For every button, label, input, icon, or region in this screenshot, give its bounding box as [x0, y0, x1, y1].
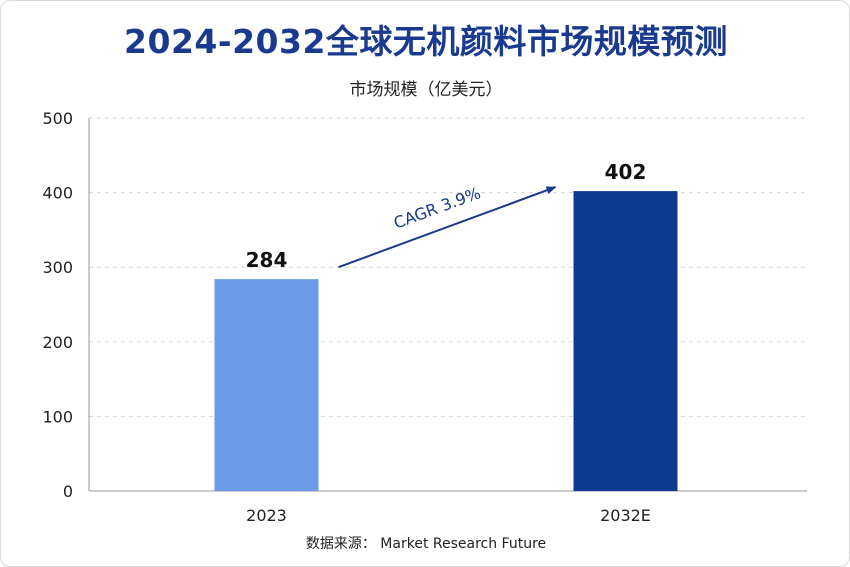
cagr-arrow — [338, 186, 557, 269]
data-label: 284 — [246, 248, 288, 272]
x-tick-label: 2023 — [246, 506, 287, 525]
cagr-annotation: CAGR 3.9% — [338, 183, 557, 269]
y-tick-label: 300 — [42, 258, 73, 277]
bars — [214, 191, 678, 491]
y-tick-label: 500 — [42, 109, 73, 128]
axes — [88, 118, 807, 492]
data-label: 402 — [605, 160, 647, 184]
bar-2032E — [573, 191, 678, 491]
x-tick-label: 2032E — [600, 506, 651, 525]
y-tick-label: 200 — [42, 333, 73, 352]
y-axis-title: 市场规模（亿美元） — [349, 80, 503, 100]
y-tick-label: 0 — [63, 482, 73, 501]
source-note: 数据来源： Market Research Future — [305, 536, 547, 552]
chart-title: 2024-2032全球无机颜料市场规模预测 — [124, 22, 728, 61]
cagr-label: CAGR 3.9% — [391, 183, 483, 232]
labels: 0 100 200 300 400 500 284 2023 402 2032E — [42, 109, 650, 525]
bar-2023 — [214, 279, 319, 491]
gridlines — [89, 117, 807, 417]
y-tick-label: 400 — [42, 184, 73, 203]
y-tick-label: 100 — [42, 407, 73, 426]
